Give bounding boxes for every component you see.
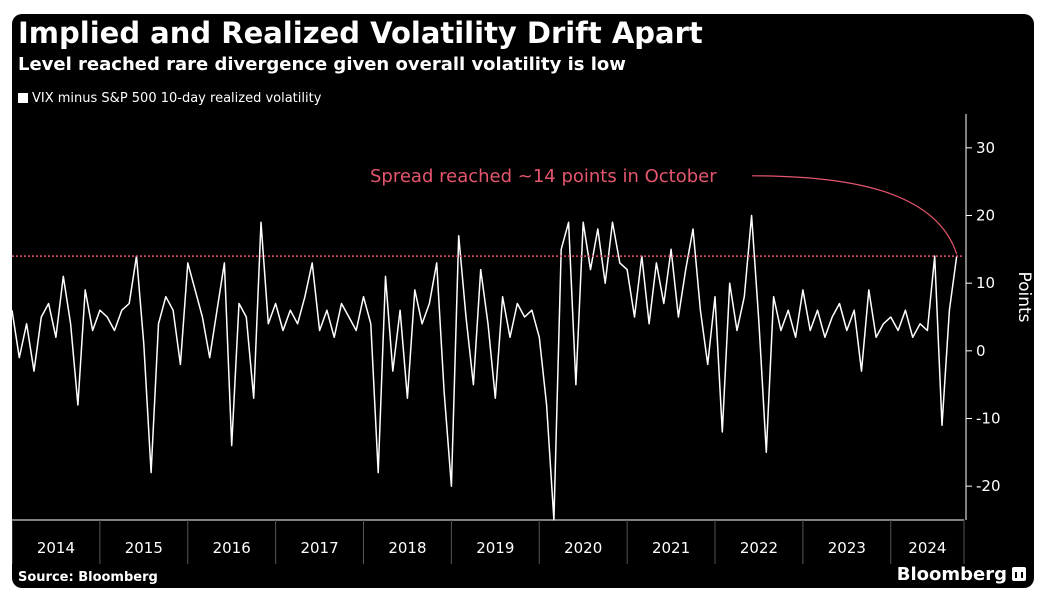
x-tick-label: 2021 — [652, 539, 690, 557]
y-tick-label: 0 — [976, 342, 986, 360]
x-tick-label: 2019 — [476, 539, 514, 557]
x-tick-label: 2015 — [125, 539, 163, 557]
y-tick-label: 20 — [976, 207, 995, 225]
x-tick-label: 2018 — [388, 539, 426, 557]
line-chart: -20 -10 0 10 20 30 Points 2014 2015 2016 2017 2018 2… — [12, 114, 1034, 564]
annotation-connector — [751, 175, 958, 255]
chart-subtitle: Level reached rare divergence given over… — [18, 54, 626, 75]
x-tick-label: 2022 — [740, 539, 778, 557]
brand-name: Bloomberg — [896, 564, 1007, 585]
x-tick-label: 2023 — [828, 539, 866, 557]
y-tick-label: 30 — [976, 139, 995, 157]
legend-label: VIX minus S&P 500 10-day realized volati… — [32, 91, 322, 106]
brand-logo: Bloomberg — [897, 564, 1026, 585]
chart-title: Implied and Realized Volatility Drift Ap… — [18, 16, 703, 50]
chart-card: Implied and Realized Volatility Drift Ap… — [12, 14, 1034, 588]
legend: VIX minus S&P 500 10-day realized volati… — [18, 91, 321, 106]
y-tick-label: -10 — [976, 410, 1001, 428]
y-axis-title: Points — [1014, 271, 1034, 322]
x-tick-label: 2016 — [213, 539, 251, 557]
x-tick-label: 2024 — [908, 539, 946, 557]
x-tick-label: 2014 — [37, 539, 75, 557]
y-tick-label: -20 — [976, 477, 1001, 495]
source-note: Source: Bloomberg — [18, 570, 158, 585]
x-tick-label: 2017 — [300, 539, 338, 557]
bloomberg-chart-icon — [1012, 567, 1026, 581]
series-line — [12, 214, 958, 521]
y-tick-label: 10 — [976, 274, 995, 292]
annotation-label: Spread reached ~14 points in October — [370, 166, 717, 187]
legend-swatch — [18, 93, 28, 103]
x-tick-label: 2020 — [564, 539, 602, 557]
